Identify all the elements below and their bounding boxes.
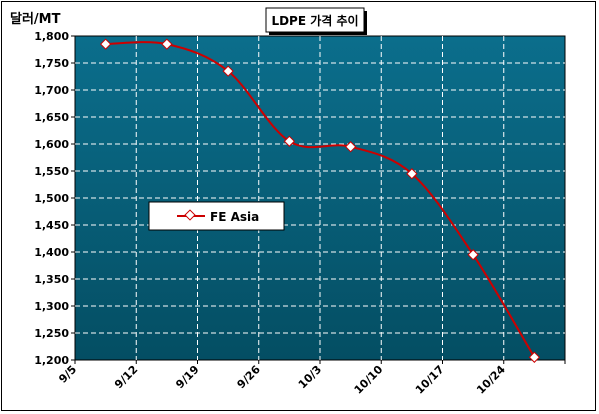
title-shadow [364,11,367,35]
chart-title: LDPE 가격 추이 [265,7,367,35]
y-tick-label: 1,650 [34,111,69,124]
x-tick-label: 9/19 [173,363,201,391]
title-shadow-bottom [269,32,367,35]
data-point [283,135,296,147]
data-point [344,141,357,153]
y-tick-label: 1,550 [34,165,69,178]
x-tick-label: 10/24 [474,363,508,397]
title-text: LDPE 가격 추이 [271,13,358,28]
y-tick-label: 1,250 [34,327,69,340]
series-fe-asia [99,38,541,363]
y-tick-label: 1,600 [34,138,69,151]
y-tick-label: 1,200 [34,354,69,367]
data-point [467,249,479,261]
x-tick-label: 9/12 [112,363,140,391]
gridlines [75,36,565,360]
legend-box [148,201,285,231]
data-point [99,38,112,50]
data-point [161,38,173,50]
data-point [528,351,541,363]
data-point [406,168,418,180]
y-tick-label: 1,400 [34,246,69,259]
y-tick-label: 1,300 [34,300,69,313]
y-tick-label: 1,700 [34,84,69,97]
y-tick-label: 1,350 [34,273,69,286]
x-tick-label: 10/10 [352,363,386,397]
x-axis: 9/5 9/12 9/19 9/26 10/3 10/10 10/17 10/24 [56,360,566,397]
unit-label: 달러/MT [10,11,61,27]
legend-marker [184,209,196,221]
x-tick-label: 10/3 [296,363,324,391]
y-axis: 1,200 1,250 1,300 1,350 1,400 1,450 1,500 1,550… [34,30,75,367]
y-tick-label: 1,450 [34,219,69,232]
x-tick-label: 10/17 [413,363,447,397]
legend: FE Asia [148,201,285,231]
x-tick-label: 9/26 [235,363,264,392]
y-tick-label: 1,750 [34,57,69,70]
legend-label: FE Asia [210,210,259,224]
y-tick-label: 1,800 [34,30,69,43]
data-point [222,65,234,77]
title-box [265,7,365,33]
y-tick-label: 1,500 [34,192,69,205]
